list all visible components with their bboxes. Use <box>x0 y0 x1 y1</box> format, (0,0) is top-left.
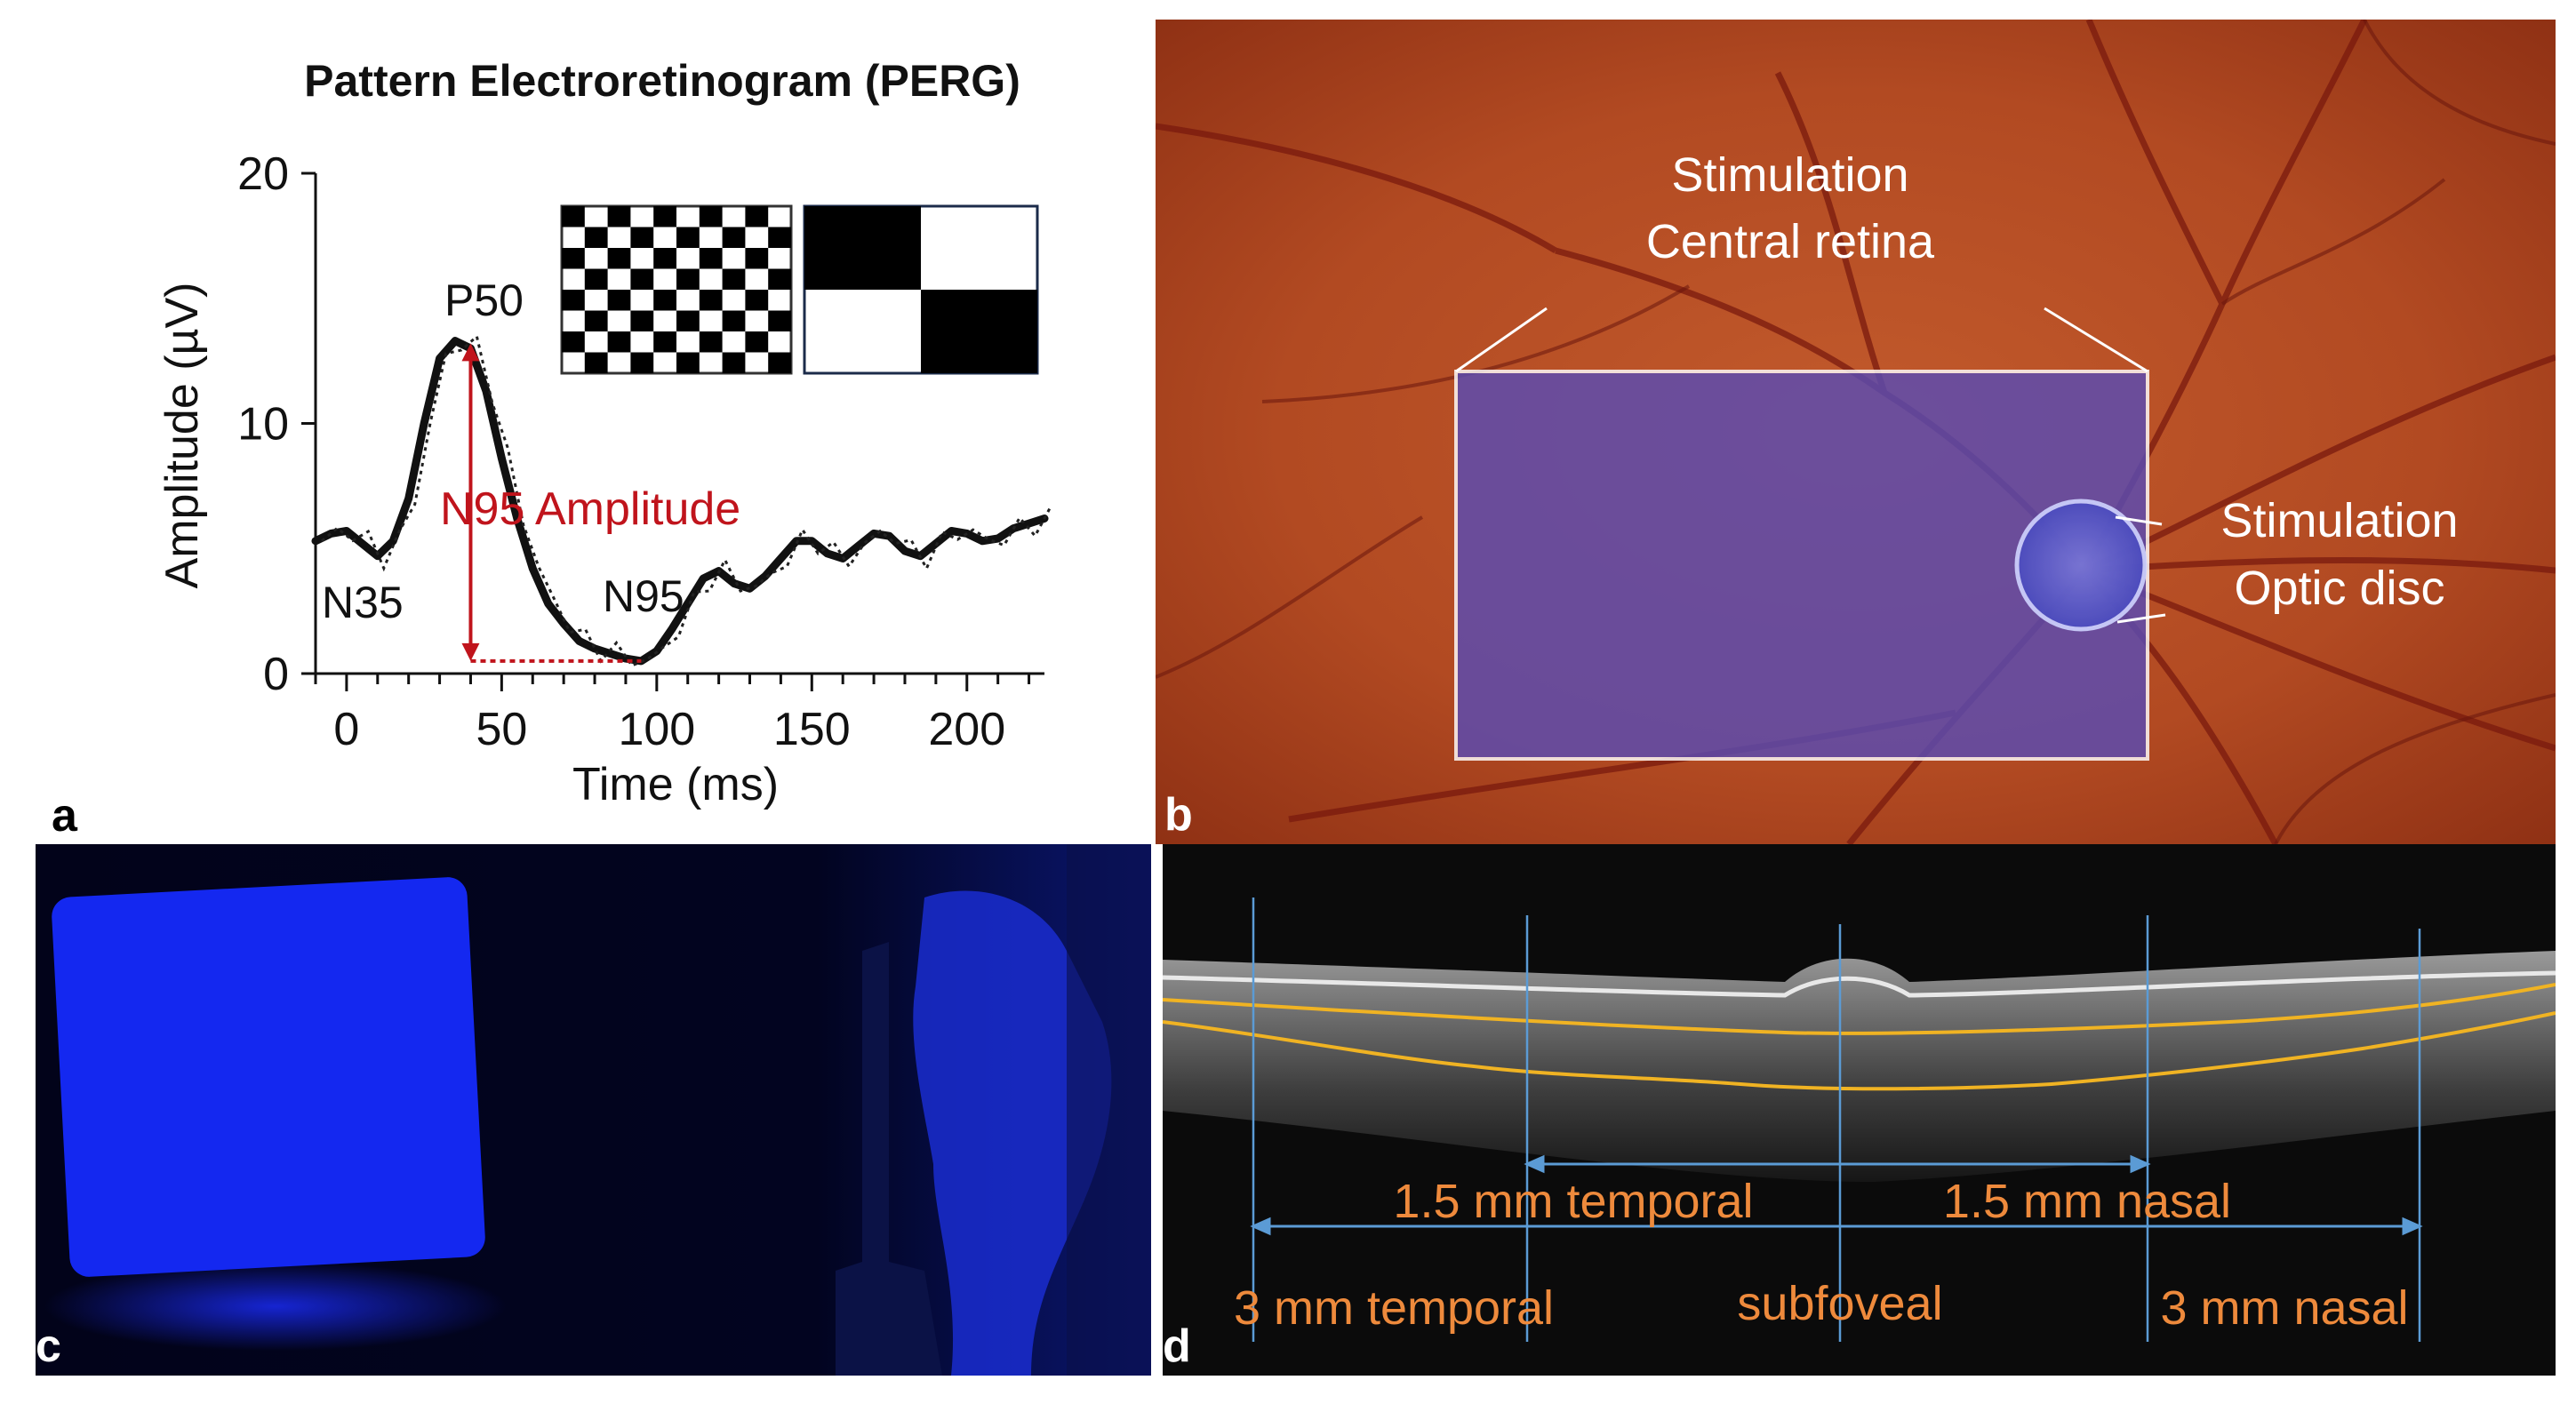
x-tick-label: 0 <box>333 704 359 755</box>
x-tick-label: 100 <box>618 704 695 755</box>
oct-panel: 1.5 mm temporal 1.5 mm nasal 3 mm tempor… <box>1163 844 2556 1376</box>
measurement-arrows <box>1250 1154 2423 1236</box>
choroid-boundary <box>1163 1011 2556 1091</box>
x-tick-label: 200 <box>928 704 1005 755</box>
head-rest-stand <box>836 942 942 1376</box>
measurement-lines <box>1252 897 2421 1342</box>
label-3mm-nasal: 3 mm nasal <box>2160 1281 2408 1335</box>
perg-mean-line <box>311 337 1049 666</box>
fundus-panel: Stimulation Central retina Stimulation O… <box>1156 20 2556 844</box>
central-stim-label-line2: Central retina <box>1646 215 1935 268</box>
perg-trace <box>311 333 1052 667</box>
x-axis-label: Time (ms) <box>572 759 779 810</box>
y-tick-label: 0 <box>263 649 289 700</box>
chart-title: Pattern Electroretinogram (PERG) <box>304 56 1020 106</box>
setup-photo-panel: c <box>36 844 1151 1376</box>
checkerboard-inset <box>560 204 1039 375</box>
perg-chart: Pattern Electroretinogram (PERG) Amplitu… <box>52 56 1052 842</box>
p50-label: P50 <box>444 275 524 325</box>
n95-label: N95 <box>603 571 684 621</box>
stimulus-monitor <box>52 877 485 1277</box>
n95-amplitude-label: N95 Amplitude <box>440 483 740 535</box>
label-1-5mm-nasal: 1.5 mm nasal <box>1943 1175 2231 1228</box>
inner-layer-boundary <box>1163 983 2556 1035</box>
x-tick-label: 150 <box>773 704 851 755</box>
amplitude-arrowhead-bottom <box>461 642 480 661</box>
y-tick-label: 10 <box>237 399 289 451</box>
panel-letter-c: c <box>36 1320 61 1372</box>
retinal-layers <box>1163 951 2556 1182</box>
panel-letter-a: a <box>52 790 78 842</box>
y-tick-label: 20 <box>237 148 289 200</box>
perg-panel: Pattern Electroretinogram (PERG) Amplitu… <box>0 0 1156 844</box>
label-3mm-temporal: 3 mm temporal <box>1234 1281 1554 1335</box>
x-tick-label: 50 <box>476 704 527 755</box>
y-axis-label: Amplitude (µV) <box>156 283 208 589</box>
disc-stim-label-line1: Stimulation <box>2220 494 2458 547</box>
setup-photo: c <box>36 844 1151 1376</box>
label-1-5mm-temporal: 1.5 mm temporal <box>1393 1175 1753 1228</box>
subject-head <box>913 890 1112 1376</box>
optic-disc-stimulation-circle <box>2014 499 2148 632</box>
label-subfoveal: subfoveal <box>1737 1277 1942 1330</box>
n35-label: N35 <box>322 578 404 627</box>
disc-stim-label-line2: Optic disc <box>2234 562 2444 615</box>
fundus-image: Stimulation Central retina Stimulation O… <box>1156 20 2556 844</box>
panel-letter-d: d <box>1163 1320 1191 1372</box>
central-stim-label-line1: Stimulation <box>1671 148 1908 202</box>
panel-letter-b: b <box>1164 789 1193 841</box>
n95-amplitude-marker <box>461 343 642 663</box>
amplitude-arrowhead-top <box>461 343 480 362</box>
oct-scan: 1.5 mm temporal 1.5 mm nasal 3 mm tempor… <box>1163 844 2556 1376</box>
